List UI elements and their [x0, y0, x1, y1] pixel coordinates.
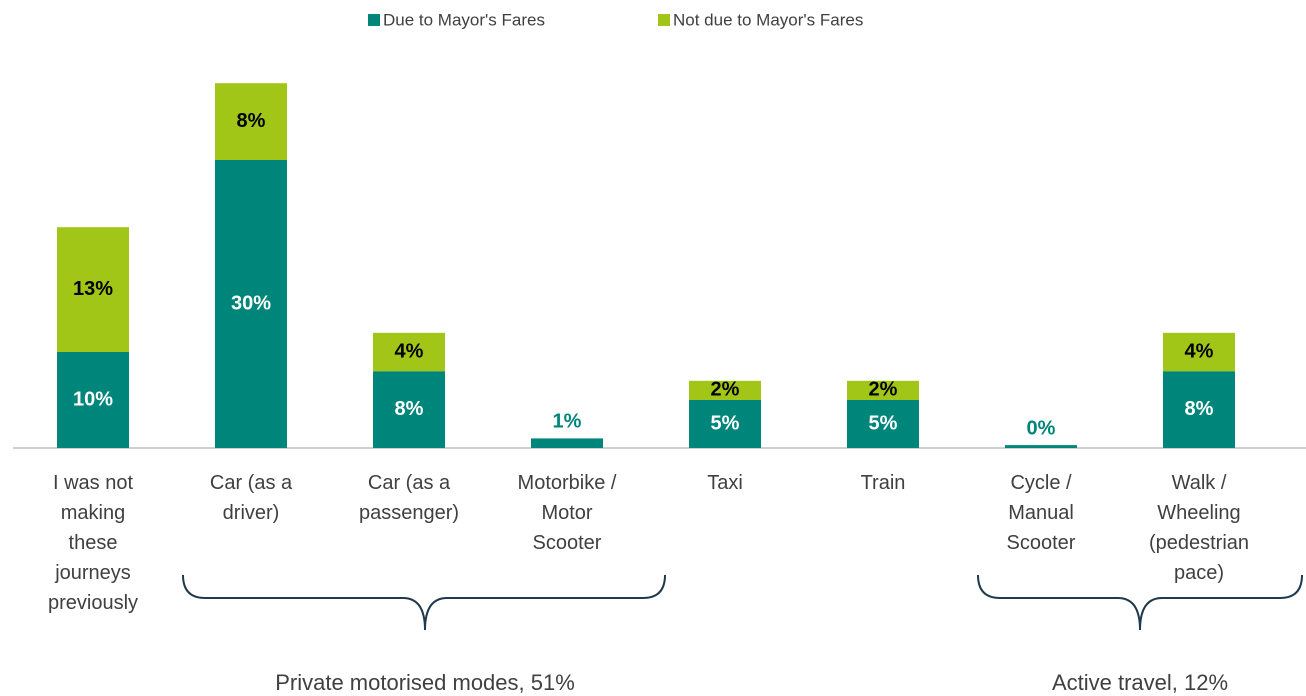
data-label: 5% — [711, 412, 740, 434]
x-tick-label: Taxi — [707, 472, 743, 494]
bar — [215, 160, 287, 448]
x-tick-label: Motorbike / Motor Scooter — [518, 472, 617, 554]
bar — [373, 332, 445, 372]
bar — [57, 227, 129, 352]
bar — [689, 380, 761, 400]
data-label: 13% — [73, 278, 113, 300]
data-label: 2% — [869, 379, 898, 401]
bar — [1163, 371, 1235, 448]
data-label: 10% — [73, 388, 113, 410]
data-label: 4% — [1185, 340, 1214, 362]
bar — [1005, 445, 1077, 448]
data-label: 30% — [231, 292, 271, 314]
bar — [847, 380, 919, 400]
x-tick-label: Car (as a driver) — [210, 472, 293, 524]
bracket — [977, 574, 1303, 631]
bar — [531, 438, 603, 448]
bar — [215, 83, 287, 160]
annotation: Private motorised modes, 51% — [275, 670, 575, 695]
legend-label: Due to Mayor's Fares — [383, 10, 545, 29]
data-label: 4% — [395, 340, 424, 362]
x-tick-label: Walk / Wheeling (pedestrian pace) — [1149, 472, 1249, 584]
x-tick-label: Train — [861, 472, 906, 494]
data-label: 2% — [711, 379, 740, 401]
x-tick-label: Cycle / Manual Scooter — [1007, 472, 1076, 554]
bar — [373, 371, 445, 448]
data-label: 8% — [395, 398, 424, 420]
data-label: 1% — [553, 411, 582, 433]
bar — [689, 400, 761, 448]
data-label: 5% — [869, 412, 898, 434]
x-tick-label: Car (as a passenger) — [359, 472, 459, 524]
annotation: Active travel, 12% — [1052, 670, 1228, 695]
bar — [57, 352, 129, 448]
data-label: 8% — [1185, 398, 1214, 420]
data-label: 0% — [1027, 417, 1056, 439]
x-tick-label: I was not making these journeys previously — [48, 472, 138, 614]
legend-label: Not due to Mayor's Fares — [673, 10, 863, 29]
bar — [847, 400, 919, 448]
bracket — [182, 574, 666, 631]
legend-swatch — [368, 14, 380, 26]
legend-swatch — [658, 14, 670, 26]
bar — [1163, 332, 1235, 372]
data-label: 8% — [237, 110, 266, 132]
